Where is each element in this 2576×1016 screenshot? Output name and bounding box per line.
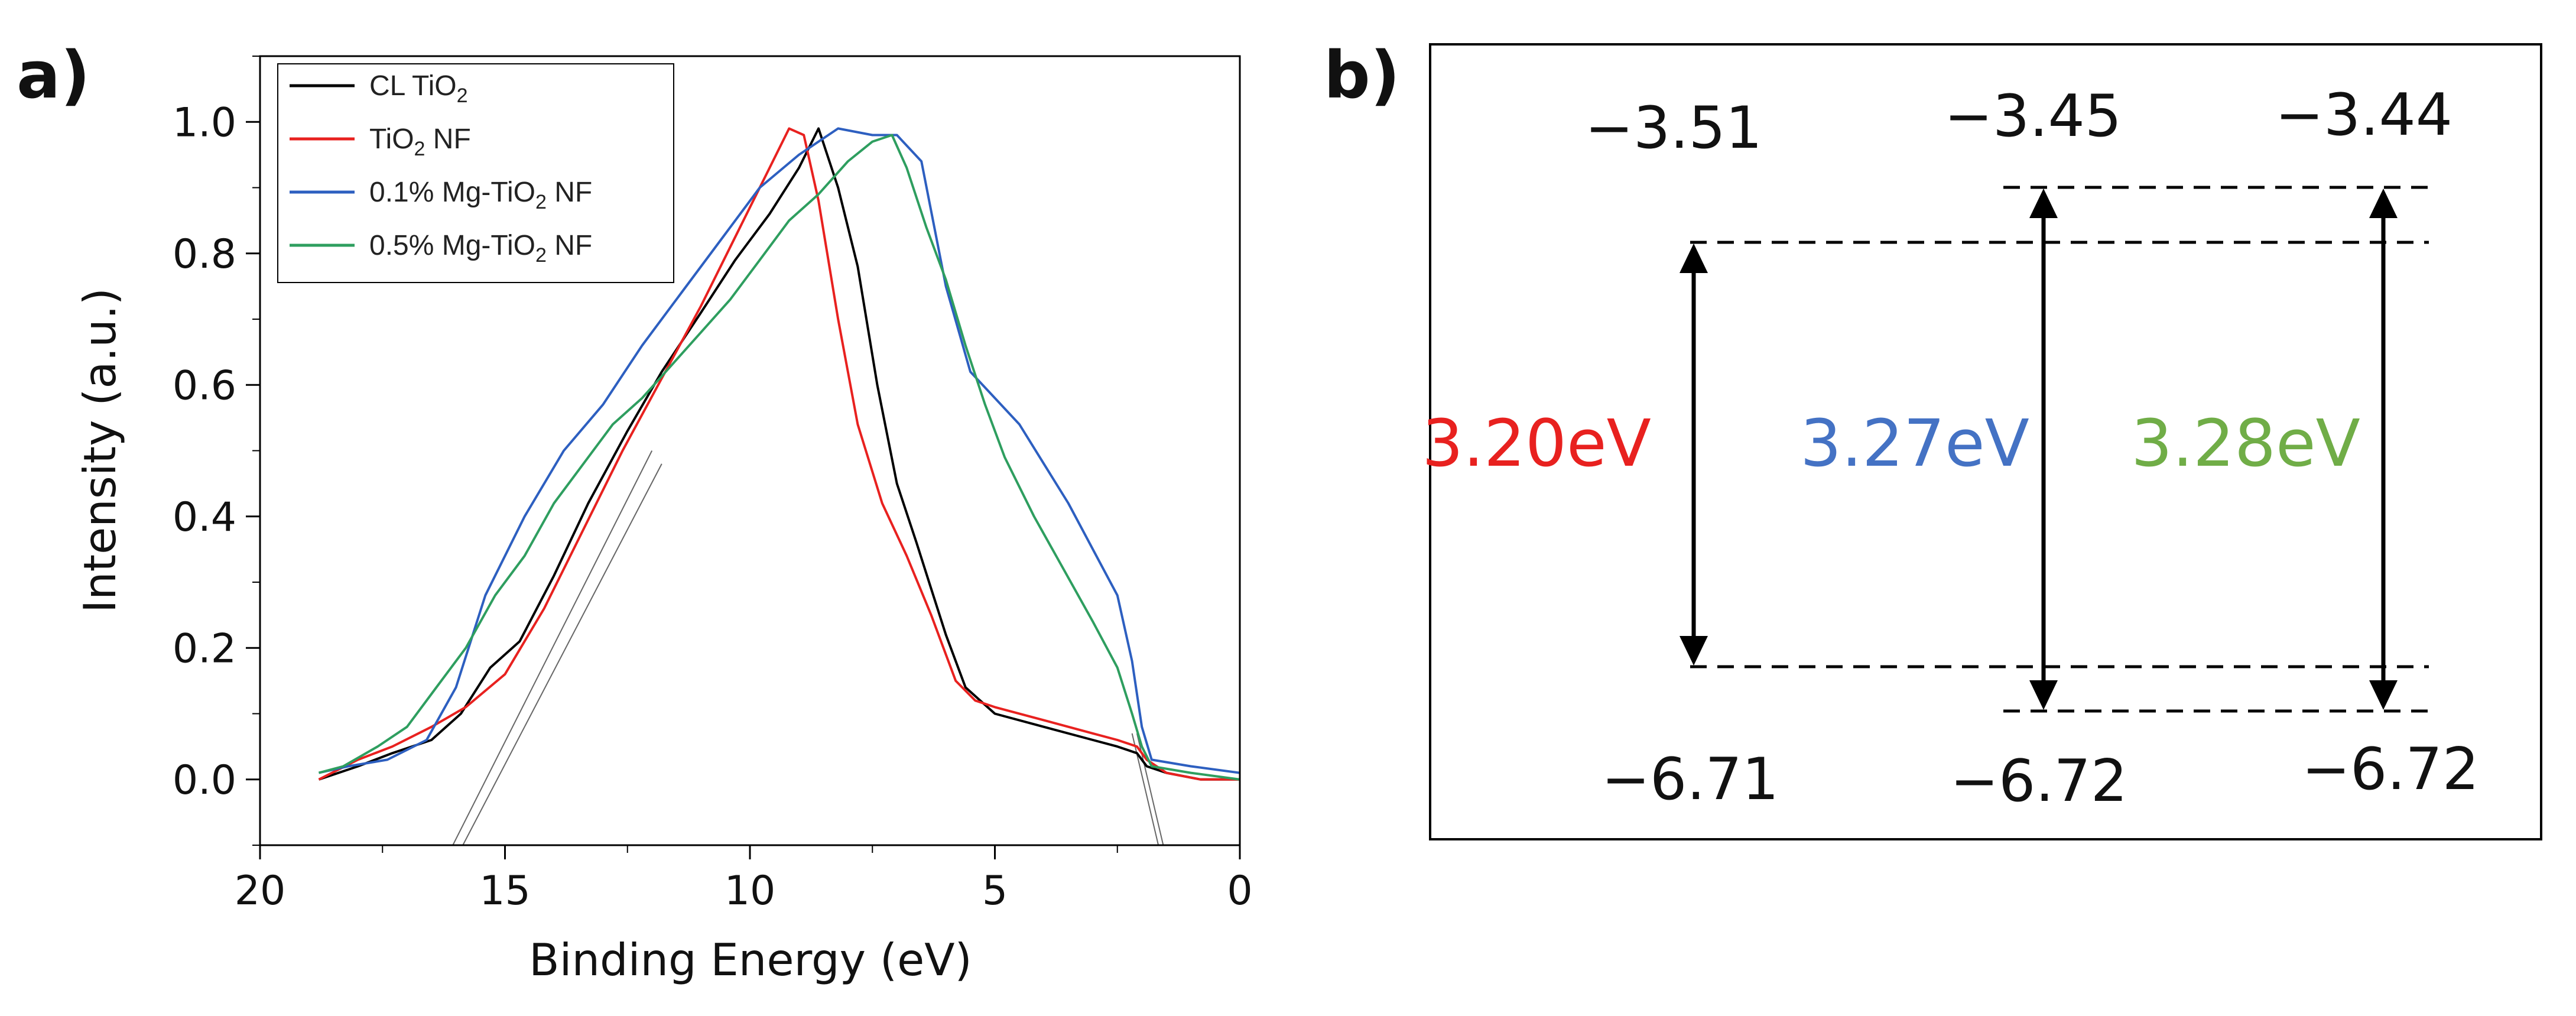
y-tick-label: 0.8 (173, 231, 236, 278)
gap-label-3: 3.28eV (2131, 405, 2360, 481)
extrapolation-line-2 (462, 463, 662, 845)
legend-entry: 0.1% Mg-TiO2 NF (369, 177, 592, 213)
y-tick-label: 0.2 (173, 625, 236, 672)
y-axis-ticks: 0.0 0.2 0.4 0.6 0.8 1.0 (173, 56, 260, 846)
x-tick-label: 10 (725, 868, 776, 914)
gap-arrow-1 (1680, 244, 1708, 666)
gap-label-2: 3.27eV (1800, 405, 2029, 481)
y-axis-label: Intensity (a.u.) (74, 288, 126, 613)
x-axis-label: Binding Energy (eV) (529, 934, 972, 986)
series-group (318, 127, 1240, 781)
panel-b-label: b) (1324, 37, 1400, 113)
level-labels: −3.51 −3.45 −3.44 −6.71 −6.72 −6.72 3.20… (1422, 82, 2479, 815)
panel-a-label: a) (17, 37, 90, 113)
series-line-4 (318, 134, 1240, 781)
gap-arrow-2 (2029, 189, 2058, 710)
gap-arrow-3 (2369, 189, 2398, 710)
x-tick-label: 0 (1227, 868, 1252, 914)
cb-value-2: −3.45 (1944, 83, 2122, 150)
cb-value-3: −3.44 (2275, 82, 2452, 149)
x-axis-ticks: 20 15 10 5 0 (235, 845, 1253, 914)
legend: CL TiO2 TiO2 NF 0.1% Mg-TiO2 NF 0.5% Mg-TiO… (277, 63, 674, 283)
x-tick-label: 20 (235, 868, 286, 914)
vb-value-3: −6.72 (2302, 736, 2479, 803)
gap-label-1: 3.20eV (1422, 405, 1651, 481)
diagram-frame (1429, 43, 2542, 840)
panel-b: b) −3.51 (1324, 37, 2542, 840)
y-tick-label: 1.0 (173, 99, 236, 146)
x-tick-label: 5 (982, 868, 1008, 914)
series-line-2 (318, 127, 1240, 781)
y-tick-label: 0.0 (173, 757, 236, 804)
y-tick-label: 0.6 (173, 362, 236, 409)
legend-entry: 0.5% Mg-TiO2 NF (369, 230, 592, 267)
series-line-1 (318, 127, 1240, 781)
series-line-3 (319, 127, 1240, 774)
vb-value-1: −6.71 (1602, 746, 1779, 813)
legend-entry: TiO2 NF (369, 124, 471, 160)
band-lines (1690, 186, 2429, 713)
cb-value-1: −3.51 (1585, 95, 1762, 162)
extrapolation-line-1 (452, 450, 653, 845)
y-tick-label: 0.4 (173, 494, 236, 541)
vb-value-2: −6.72 (1950, 748, 2127, 815)
legend-entry: CL TiO2 (369, 70, 468, 107)
gap-arrows (1680, 189, 2398, 710)
panel-a: a) 20 15 10 5 0 0.0 0.2 0.4 0.6 0.8 1.0 Binding E… (17, 37, 1253, 986)
x-tick-label: 15 (479, 868, 531, 914)
